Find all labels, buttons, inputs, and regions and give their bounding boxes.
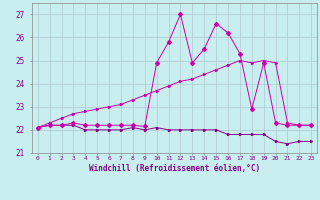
X-axis label: Windchill (Refroidissement éolien,°C): Windchill (Refroidissement éolien,°C)	[89, 164, 260, 173]
